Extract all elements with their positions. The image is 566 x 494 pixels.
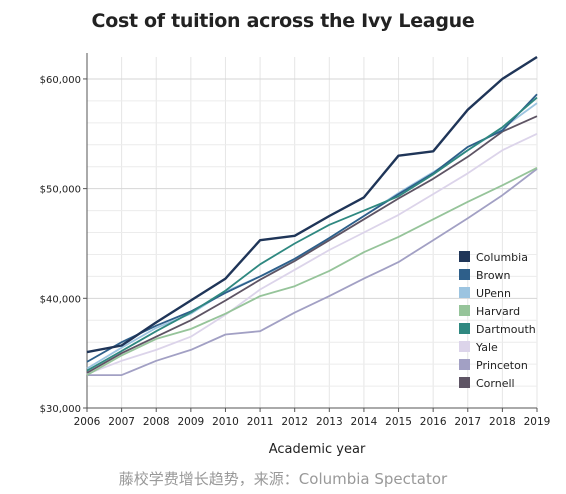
x-tick-label: 2012 xyxy=(281,416,308,428)
x-tick-label: 2011 xyxy=(247,416,274,428)
chart-title: Cost of tuition across the Ivy League xyxy=(91,10,475,32)
x-tick-label: 2008 xyxy=(143,416,170,428)
x-tick-label: 2017 xyxy=(454,416,481,428)
y-tick-label: $60,000 xyxy=(40,75,81,86)
legend-swatch-yale xyxy=(459,341,470,352)
legend-label-brown: Brown xyxy=(476,269,511,282)
legend-swatch-princeton xyxy=(459,359,470,370)
legend-swatch-columbia xyxy=(459,251,470,262)
legend: Columbia Brown UPenn Harvard Dartmouth Yale Pr… xyxy=(459,251,536,390)
legend-label-harvard: Harvard xyxy=(476,305,520,318)
legend-label-dartmouth: Dartmouth xyxy=(476,323,536,336)
x-tick-label: 2018 xyxy=(489,416,516,428)
x-tick-label: 2015 xyxy=(385,416,412,428)
x-tick-label: 2014 xyxy=(351,416,378,428)
x-tick-label: 2009 xyxy=(177,416,204,428)
series-line-dartmouth xyxy=(86,96,538,372)
y-tick-label: $40,000 xyxy=(40,294,81,305)
x-tick-label: 2010 xyxy=(212,416,239,428)
legend-label-columbia: Columbia xyxy=(476,251,528,264)
series-lines xyxy=(86,55,538,377)
x-tick-label: 2006 xyxy=(74,416,101,428)
y-tick-label: $30,000 xyxy=(40,404,81,415)
series-line-cornell xyxy=(86,115,538,374)
legend-swatch-dartmouth xyxy=(459,323,470,334)
legend-swatch-cornell xyxy=(459,377,470,388)
caption: 藤校学费增长趋势，来源：Columbia Spectator xyxy=(118,470,448,488)
legend-swatch-brown xyxy=(459,269,470,280)
legend-label-princeton: Princeton xyxy=(476,359,528,372)
legend-label-upenn: UPenn xyxy=(476,287,511,300)
series-line-columbia xyxy=(86,55,538,354)
x-axis-label: Academic year xyxy=(269,442,366,457)
legend-label-cornell: Cornell xyxy=(476,377,515,390)
series-line-harvard xyxy=(86,166,538,376)
x-tick-label: 2013 xyxy=(316,416,343,428)
x-tick-label: 2007 xyxy=(108,416,135,428)
legend-label-yale: Yale xyxy=(475,341,498,354)
x-tick-label: 2019 xyxy=(524,416,551,428)
legend-swatch-upenn xyxy=(459,287,470,298)
series-line-yale xyxy=(86,132,538,375)
x-tick-label: 2016 xyxy=(420,416,447,428)
axes: 2006 2007 2008 2009 2010 2011 2012 2013 2014 2015… xyxy=(40,53,551,428)
series-line-brown xyxy=(86,93,538,363)
y-tick-label: $50,000 xyxy=(40,185,81,196)
series-line-princeton xyxy=(87,168,538,377)
legend-swatch-harvard xyxy=(459,305,470,316)
